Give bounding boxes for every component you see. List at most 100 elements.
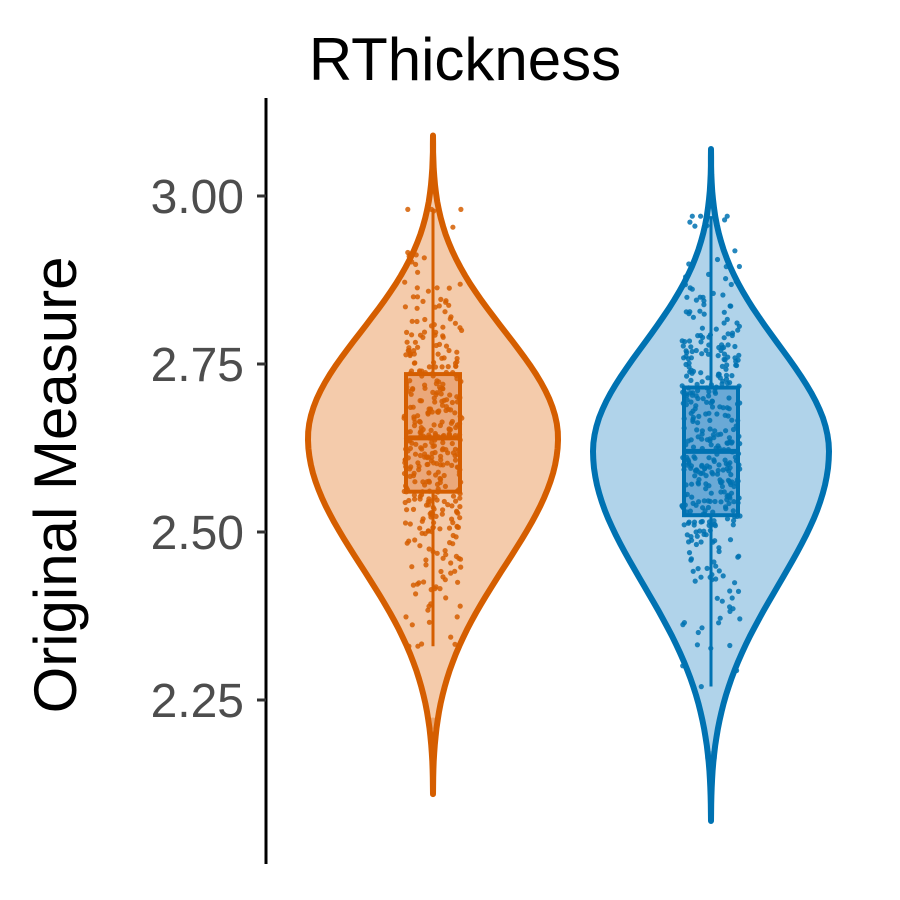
- data-point: [724, 405, 730, 411]
- data-point: [432, 364, 439, 370]
- jitter-points: [401, 206, 465, 649]
- y-tick-label: 2.75: [151, 339, 244, 392]
- data-point: [412, 339, 418, 345]
- data-point: [736, 433, 742, 439]
- data-point: [452, 410, 458, 416]
- data-point: [728, 440, 735, 446]
- violins: [305, 132, 832, 824]
- data-point: [435, 486, 441, 492]
- data-point: [729, 330, 736, 336]
- data-point: [707, 417, 713, 423]
- data-point: [449, 503, 455, 509]
- data-point: [454, 349, 460, 355]
- data-point: [692, 468, 699, 474]
- data-point: [725, 413, 731, 419]
- y-tick-label: 2.50: [151, 507, 244, 560]
- data-point: [698, 370, 704, 376]
- data-point: [428, 206, 435, 212]
- data-point: [457, 281, 463, 287]
- data-point: [708, 490, 714, 496]
- data-point: [719, 483, 726, 490]
- data-point: [410, 386, 416, 392]
- data-point: [447, 392, 453, 398]
- data-point: [441, 397, 447, 403]
- data-point: [695, 566, 701, 572]
- data-point: [420, 516, 426, 522]
- data-point: [431, 460, 437, 466]
- data-point: [417, 543, 423, 549]
- data-point: [713, 384, 720, 390]
- data-point: [724, 362, 730, 368]
- data-point: [407, 429, 413, 435]
- data-point: [690, 417, 696, 423]
- data-point: [446, 427, 452, 433]
- data-point: [733, 423, 739, 429]
- data-point: [403, 614, 409, 620]
- data-point: [453, 363, 459, 369]
- data-point: [710, 539, 716, 545]
- data-point: [719, 598, 725, 604]
- data-point: [437, 422, 443, 429]
- data-point: [702, 465, 708, 471]
- data-point: [694, 381, 700, 387]
- data-point: [697, 308, 703, 314]
- data-point: [703, 347, 709, 353]
- data-point: [426, 619, 432, 625]
- data-point: [729, 595, 735, 601]
- data-point: [429, 450, 435, 456]
- data-point: [458, 479, 464, 485]
- data-point: [454, 451, 460, 457]
- data-point: [715, 467, 721, 474]
- data-point: [712, 521, 718, 527]
- data-point: [681, 425, 687, 431]
- data-point: [736, 495, 742, 501]
- data-point: [450, 370, 456, 376]
- data-point: [434, 285, 440, 291]
- data-point: [452, 320, 458, 326]
- data-point: [716, 568, 722, 574]
- data-point: [699, 325, 706, 331]
- data-point: [435, 351, 441, 357]
- data-point: [418, 370, 424, 377]
- data-point: [403, 483, 409, 489]
- data-point: [457, 504, 463, 510]
- y-tick-label: 3.00: [151, 171, 244, 224]
- data-point: [734, 667, 740, 674]
- data-point: [697, 528, 703, 534]
- data-point: [734, 362, 740, 369]
- data-point: [698, 339, 704, 345]
- data-point: [685, 520, 692, 526]
- data-point: [693, 297, 700, 303]
- data-point: [430, 373, 436, 379]
- data-point: [409, 622, 415, 628]
- data-point: [701, 528, 707, 534]
- data-point: [412, 537, 418, 543]
- data-point: [711, 458, 717, 464]
- data-point: [680, 663, 686, 669]
- data-point: [705, 504, 712, 511]
- data-point: [415, 269, 421, 275]
- data-point: [407, 473, 413, 479]
- data-point: [452, 641, 458, 647]
- data-point: [454, 359, 460, 365]
- data-point: [435, 409, 441, 415]
- data-point: [693, 541, 700, 548]
- data-point: [721, 320, 727, 326]
- data-point: [705, 498, 711, 504]
- data-point: [405, 388, 412, 394]
- data-point: [443, 407, 449, 414]
- data-point: [456, 447, 462, 453]
- data-point: [413, 261, 419, 267]
- data-point: [729, 373, 735, 379]
- data-point: [416, 580, 422, 586]
- data-point: [686, 385, 692, 391]
- data-point: [407, 378, 413, 384]
- data-point: [415, 460, 421, 466]
- data-point: [424, 461, 430, 468]
- data-point: [689, 481, 695, 487]
- data-point: [409, 332, 415, 338]
- data-point: [417, 525, 423, 531]
- data-point: [428, 514, 434, 520]
- data-point: [692, 223, 698, 229]
- data-point: [735, 588, 742, 595]
